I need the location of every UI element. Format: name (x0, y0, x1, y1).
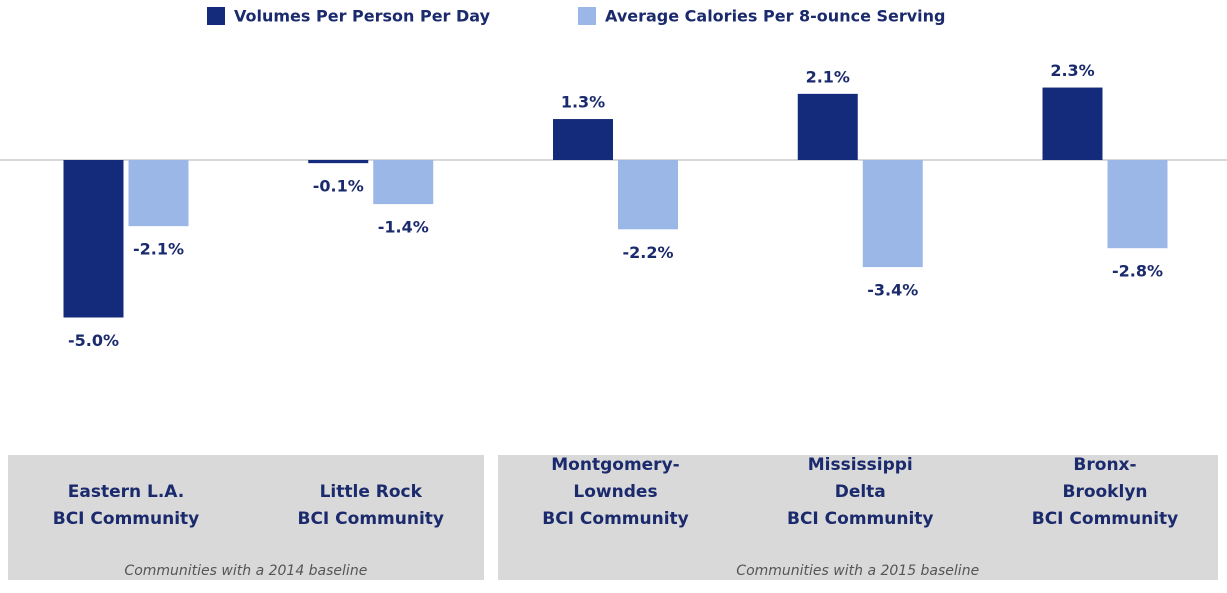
value-label: -2.8% (1112, 262, 1163, 281)
group-panel (8, 455, 484, 580)
bar (797, 93, 858, 160)
value-label: 1.3% (561, 93, 605, 112)
bar (128, 160, 189, 227)
category-label: Mississippi Delta BCI Community (786, 455, 934, 529)
value-label: -2.1% (133, 240, 184, 259)
value-label: -3.4% (867, 281, 918, 300)
bar (1042, 87, 1103, 160)
bar (63, 160, 124, 318)
group-panel (497, 455, 1218, 580)
legend-label: Average Calories Per 8-ounce Serving (605, 7, 946, 26)
bar (373, 160, 434, 205)
bar (1107, 160, 1168, 249)
legend-swatch (578, 7, 596, 25)
category-label: Little Rock BCI Community (297, 482, 444, 529)
legend-swatch (207, 7, 225, 25)
group-note: Communities with a 2014 baseline (124, 563, 368, 579)
bar (862, 160, 923, 268)
category-label: Montgomery- Lowndes BCI Community (542, 455, 689, 529)
category-label: Eastern L.A. BCI Community (52, 482, 200, 529)
category-label: Bronx- Brooklyn BCI Community (1031, 455, 1179, 529)
value-label: 2.3% (1050, 61, 1094, 80)
value-label: -0.1% (313, 177, 364, 196)
value-label: -2.2% (622, 243, 673, 262)
value-label: -1.4% (378, 218, 429, 237)
value-label: -5.0% (68, 331, 119, 350)
value-label: 2.1% (806, 67, 850, 86)
bar (618, 160, 678, 230)
group-note: Communities with a 2015 baseline (736, 563, 980, 579)
bar (308, 160, 369, 164)
bar (553, 119, 613, 160)
legend-label: Volumes Per Person Per Day (234, 7, 491, 26)
